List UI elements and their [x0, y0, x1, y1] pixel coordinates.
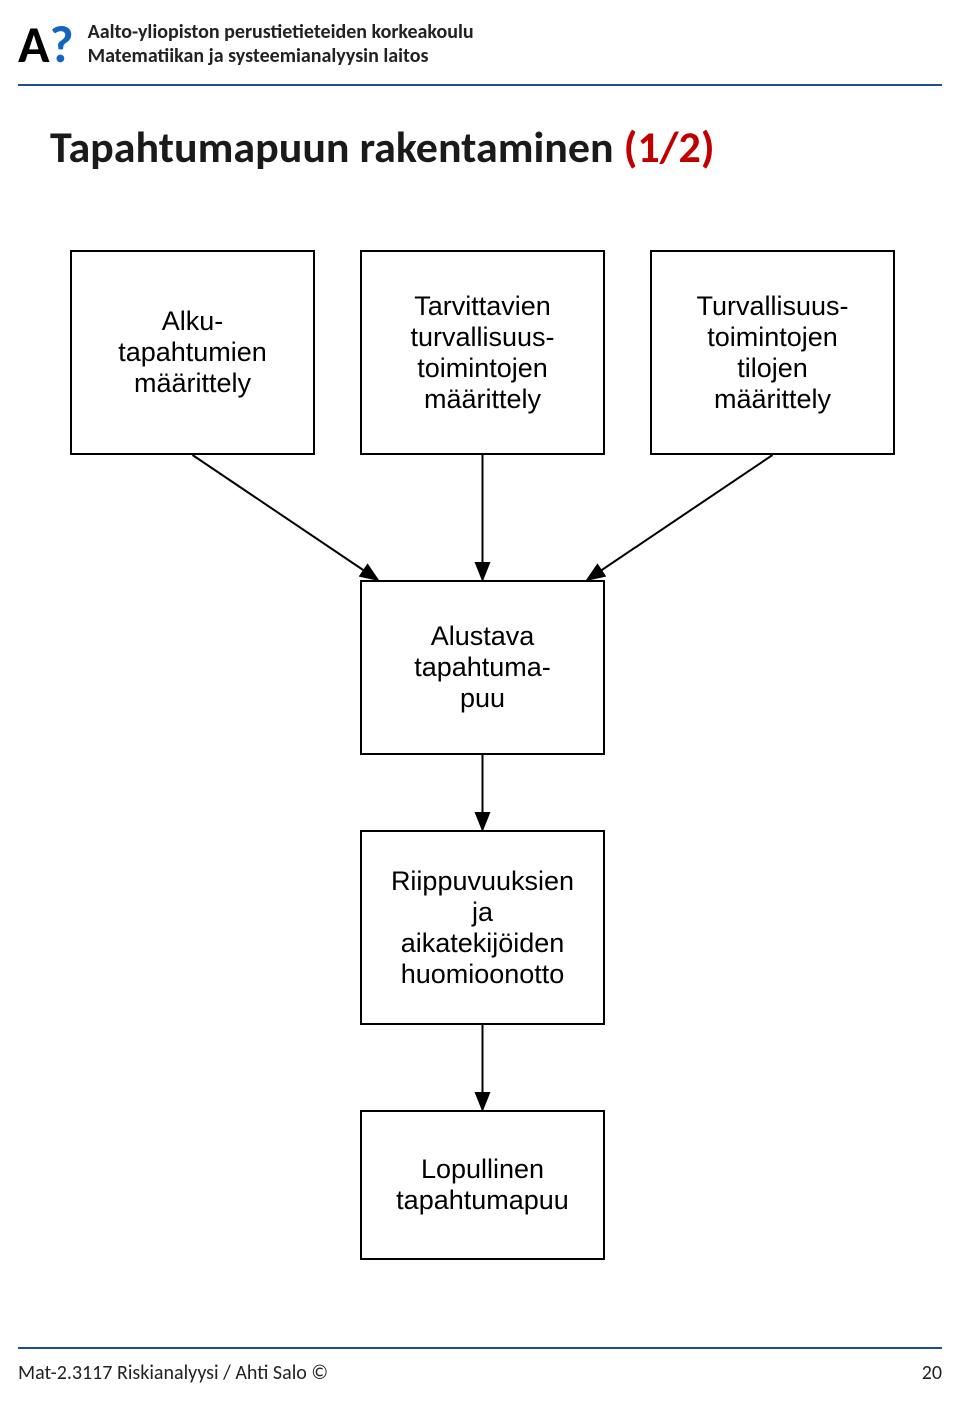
footer-divider [18, 1347, 942, 1349]
flow-arrow [193, 455, 379, 580]
flow-node-label: Riippuvuuksienjaaikatekijöidenhuomioonot… [370, 866, 595, 990]
flow-node-n2: Tarvittavienturvallisuus-toimintojenmäär… [360, 250, 605, 455]
flow-node-label: Lopullinentapahtumapuu [370, 1154, 595, 1216]
flow-node-label: Turvallisuus-toimintojentilojenmäärittel… [660, 291, 885, 415]
flow-arrow [587, 455, 773, 580]
flow-node-n1: Alku-tapahtumienmäärittely [70, 250, 315, 455]
flow-node-n6: Lopullinentapahtumapuu [360, 1110, 605, 1260]
slide-page: A ? Aalto-yliopiston perustietieteiden k… [0, 0, 960, 1411]
flow-node-label: Alku-tapahtumienmäärittely [80, 306, 305, 399]
slide-footer: Mat-2.3117 Riskianalyysi / Ahti Salo © 2… [18, 1361, 942, 1385]
flow-node-n4: Alustavatapahtuma-puu [360, 580, 605, 755]
flow-node-label: Tarvittavienturvallisuus-toimintojenmäär… [370, 291, 595, 415]
footer-left: Mat-2.3117 Riskianalyysi / Ahti Salo © [18, 1361, 328, 1385]
footer-page-number: 20 [922, 1361, 942, 1385]
flow-node-n5: Riippuvuuksienjaaikatekijöidenhuomioonot… [360, 830, 605, 1025]
flow-node-label: Alustavatapahtuma-puu [370, 621, 595, 714]
flow-node-n3: Turvallisuus-toimintojentilojenmäärittel… [650, 250, 895, 455]
